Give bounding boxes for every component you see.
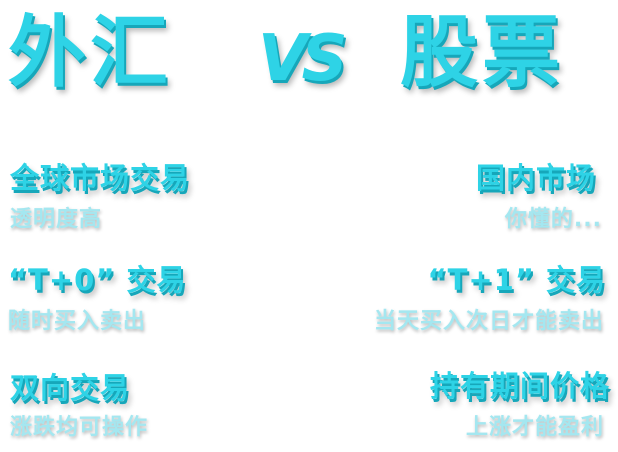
forex-anytime-trade-text: 随时买入卖出 xyxy=(8,309,147,334)
stock-rise-profit-text: 上涨才能盈利 xyxy=(465,415,604,440)
title-forex: 外汇 xyxy=(8,8,173,98)
forex-transparency-text: 透明度高 xyxy=(10,207,103,232)
forex-two-way-heading: 双向交易 xyxy=(10,371,131,405)
stock-you-know-text: 你懂的... xyxy=(504,207,602,232)
forex-global-market-heading: 全球市场交易 xyxy=(10,161,191,195)
title-stocks: 股票 xyxy=(400,8,565,98)
stock-t1-heading: “T+1” 交易 xyxy=(427,263,606,297)
forex-t0-heading: “T+0” 交易 xyxy=(8,263,187,297)
title-vs: VS xyxy=(258,22,348,96)
forex-up-down-text: 涨跌均可操作 xyxy=(10,415,149,440)
stock-next-day-sell-text: 当天买入次日才能卖出 xyxy=(373,309,604,334)
stock-domestic-market-heading: 国内市场 xyxy=(475,161,596,195)
stock-holding-price-heading: 持有期间价格 xyxy=(429,369,610,403)
